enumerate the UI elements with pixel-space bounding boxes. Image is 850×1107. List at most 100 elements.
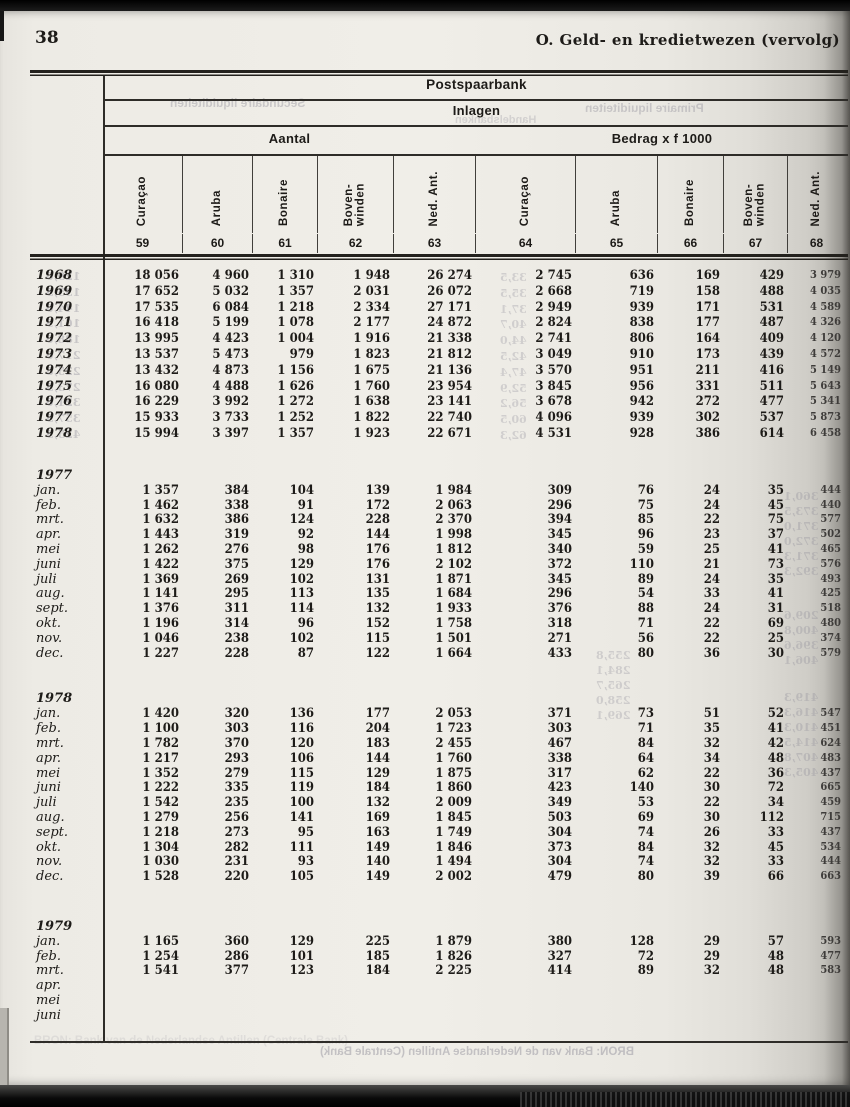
table-cell: 296 [547, 586, 572, 602]
table-cell: 112 [759, 809, 784, 825]
table-cell: 1 823 [353, 346, 390, 362]
table-cell: 537 [759, 410, 784, 426]
table-cell [788, 993, 845, 1008]
table-cell: 3 979 [810, 268, 841, 281]
column-header-66: Bonaire [658, 156, 724, 233]
table-cell: 1 933 [435, 601, 472, 617]
table-cell: 172 [365, 497, 390, 513]
table-row: juni [30, 1008, 845, 1023]
table-cell [253, 1008, 318, 1023]
table-cell: 304 [547, 824, 572, 840]
table-cell: 371 [547, 706, 572, 722]
table-cell: 5 643 [810, 378, 841, 392]
column-header-64: Curaçao [476, 156, 576, 233]
table-cell: 429 [759, 268, 784, 283]
table-row: jan. 1 420 320 136 177 2 053 371 73 51 52 547 [30, 706, 845, 721]
table-cell: 593 [820, 933, 841, 947]
table-row: jan. 1 357 384 104 139 1 984 309 76 24 35 444 [30, 483, 845, 498]
table-cell: 444 [820, 482, 841, 496]
table-cell: 24 872 [427, 315, 472, 331]
table-cell: 583 [820, 963, 841, 977]
table-cell: 477 [759, 394, 784, 410]
table-cell: 624 [820, 735, 841, 749]
table-cell: 534 [820, 839, 841, 853]
table-cell: 101 [289, 948, 314, 964]
table-cell: 35 [767, 571, 784, 587]
row-label: juni [36, 1007, 61, 1023]
table-cell: 45 [767, 497, 784, 513]
table-cell: 271 [547, 630, 572, 646]
table-cell: 1 252 [277, 410, 314, 426]
table-cell: 1 310 [277, 268, 314, 283]
row-label: aug. [36, 809, 65, 825]
group-header-aantal: Aantal [268, 131, 311, 146]
table-cell: 131 [365, 571, 390, 587]
table-cell: 21 812 [427, 346, 472, 362]
table-cell: 32 [703, 963, 720, 979]
row-label: apr. [36, 750, 61, 766]
table-cell: 663 [820, 869, 841, 883]
row-label: 1977 [36, 410, 73, 426]
row-label: 1972 [36, 331, 73, 347]
table-cell: 4 120 [810, 331, 841, 345]
table-cell: 115 [365, 630, 390, 646]
table-cell: 327 [547, 948, 572, 964]
table-cell: 110 [629, 556, 654, 572]
table-cell: 1 542 [142, 795, 179, 811]
table-cell: 128 [629, 933, 654, 949]
table-cell [103, 1008, 183, 1023]
table-cell: 37 [767, 527, 784, 543]
table-cell: 21 338 [427, 331, 472, 347]
table-cell: 1 632 [142, 512, 179, 528]
table-cell: 73 [767, 556, 784, 572]
table-cell: 414 [547, 963, 572, 979]
table-cell: 74 [637, 854, 654, 870]
paper-background [0, 11, 850, 1085]
table-cell: 36 [767, 765, 784, 781]
column-number-60: 60 [183, 234, 253, 253]
table-cell: 3 678 [535, 394, 572, 410]
table-cell: 1 165 [142, 933, 179, 949]
table-cell: 32 [703, 735, 720, 751]
table-cell [476, 978, 576, 993]
table-row: dec. 1 227 228 87 122 1 664 433 80 36 30 579 [30, 646, 845, 661]
table-cell: 76 [637, 482, 654, 498]
table-cell: 1 923 [353, 425, 390, 441]
scan-texture-stripes [520, 1092, 850, 1107]
table-cell: 59 [637, 541, 654, 557]
table-cell: 185 [365, 948, 390, 964]
table-cell: 113 [289, 586, 314, 602]
row-label: juli [36, 795, 57, 811]
table-cell: 1 675 [353, 362, 390, 378]
table-cell: 1 846 [435, 839, 472, 855]
row-label: nov. [36, 854, 63, 870]
table-cell: 576 [820, 556, 841, 570]
table-cell: 577 [820, 512, 841, 526]
table-cell: 5 199 [212, 315, 249, 331]
column-header-label: Aruba [210, 189, 223, 226]
chapter-title: O. Geld- en kredietwezen (vervolg) [535, 31, 840, 49]
table-cell: 176 [365, 556, 390, 572]
table-cell: 380 [547, 933, 572, 949]
table-cell: 1 078 [277, 315, 314, 331]
table-cell: 75 [767, 512, 784, 528]
table-cell: 33 [767, 854, 784, 870]
table-row: 1969 17 652 5 032 1 357 2 031 26 072 2 668 719 1… [30, 284, 845, 300]
table-cell: 106 [289, 750, 314, 766]
table-row: sept. 1 376 311 114 132 1 933 376 88 24 31 518 [30, 601, 845, 616]
table-cell: 52 [767, 706, 784, 722]
table-cell: 1 845 [435, 809, 472, 825]
table-cell: 437 [820, 824, 841, 838]
table-cell: 665 [820, 780, 841, 794]
row-label: okt. [36, 839, 62, 855]
table-cell: 177 [365, 706, 390, 722]
table-cell: 2 745 [535, 268, 572, 283]
table-cell: 22 740 [427, 410, 472, 426]
table-cell: 2 102 [435, 556, 472, 572]
table-cell: 370 [224, 735, 249, 751]
table-cell: 16 080 [134, 378, 179, 394]
column-number-65: 65 [576, 234, 658, 253]
table-cell: 1 664 [435, 645, 472, 661]
table-cell: 439 [759, 346, 784, 362]
